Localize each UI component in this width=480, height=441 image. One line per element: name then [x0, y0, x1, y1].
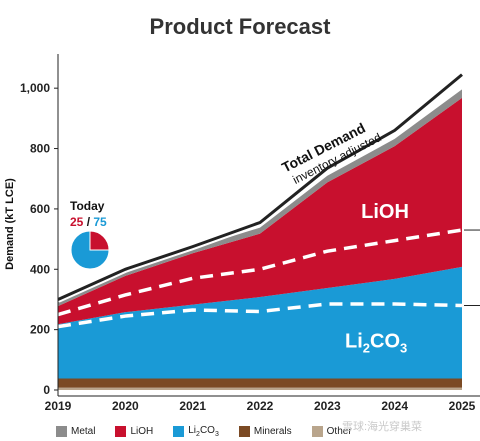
lioh-area-label: LiOH: [361, 201, 409, 223]
y-axis-label: Demand (kT LCE): [4, 178, 16, 270]
area-lioh: [58, 97, 462, 325]
x-tick-label: 2019: [45, 399, 72, 413]
watermark: 雪球:海光穿巢菜: [342, 421, 423, 433]
area-minerals: [58, 378, 462, 388]
legend-item-li2co3: Li2CO3: [173, 425, 219, 438]
x-tick-label: 2021: [179, 399, 206, 413]
area-other: [58, 387, 462, 390]
legend-swatch-minerals: [238, 425, 250, 437]
today-label: Today: [70, 199, 105, 213]
legend-swatch-lioh: [115, 425, 127, 437]
today-split-label: 25 / 75: [70, 215, 107, 229]
x-tick-label: 2023: [314, 399, 341, 413]
legend-label-other: Other: [326, 425, 352, 437]
legend-item-lioh: LiOH: [115, 425, 154, 437]
legend-label-metal: Metal: [71, 425, 96, 437]
li2co3-area-label: Li2CO3: [345, 331, 407, 356]
chart-title: Product Forecast: [149, 14, 331, 39]
x-tick-label: 2024: [381, 399, 408, 413]
y-tick-label: 800: [30, 142, 50, 156]
legend-swatch-other: [311, 425, 323, 437]
legend-item-metal: Metal: [56, 425, 96, 437]
axes: 0 200 400 600 800 1,000 2019 2020 2021 2022 2023 20…: [4, 54, 480, 413]
dashed-line-2: [57, 228, 463, 317]
y-tick-label: 1,000: [20, 81, 50, 95]
legend-label-lioh: LiOH: [130, 425, 154, 437]
legend-label-li2co3: Li2CO3: [188, 424, 219, 438]
y-tick-label: 200: [30, 323, 50, 337]
dashed-line-1: [57, 302, 463, 329]
x-tick-label: 2022: [247, 399, 274, 413]
total-demand-line: [57, 73, 463, 301]
area-li2co3: [58, 266, 462, 379]
pie-lioh-slice: [89, 230, 110, 251]
x-tick-label: 2020: [112, 399, 139, 413]
legend-swatch-li2co3: [173, 425, 185, 437]
x-tick-label: 2025: [449, 399, 476, 413]
overlay-lines: [56, 71, 480, 329]
y-tick-label: 0: [43, 383, 50, 397]
y-tick-label: 600: [30, 202, 50, 216]
legend-item-other: Other: [311, 425, 352, 437]
legend-item-minerals: Minerals: [238, 425, 292, 437]
legend-swatch-metal: [56, 425, 67, 437]
legend: Metal LiOH Li2CO3 Minerals Other: [56, 423, 476, 439]
y-tick-label: 400: [30, 262, 50, 276]
legend-label-minerals: Minerals: [253, 425, 292, 437]
